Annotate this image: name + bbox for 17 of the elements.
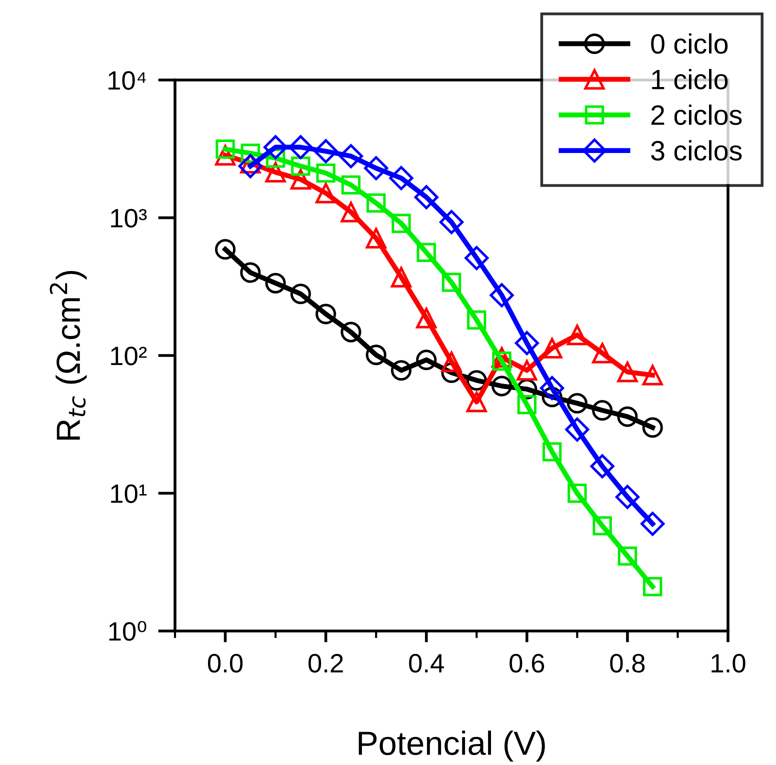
x-axis-title: Potencial (V) (358, 730, 545, 762)
x-tick-label: 0.4 (409, 654, 444, 673)
x-tick-label: 0.6 (510, 654, 544, 673)
y-tick-label: 10² (111, 346, 147, 366)
y-tick-label: 10³ (111, 208, 147, 228)
x-tick-label: 0.0 (208, 654, 243, 673)
legend-label: 2 ciclos (651, 104, 742, 125)
legend-label: 0 ciclo (651, 33, 728, 54)
legend-label: 1 ciclo (652, 68, 728, 90)
x-tick-label: 1.0 (712, 654, 746, 673)
y-tick-label: 10¹ (111, 484, 147, 504)
x-tick-label: 0.2 (308, 654, 343, 673)
x-tick-label: 0.8 (610, 654, 645, 673)
legend-label: 3 ciclos (651, 140, 742, 161)
y-axis-title: R$_{tc}$ (Ω.cm$^{2}$) (50, 270, 87, 440)
y-tick-label: 10⁰ (109, 620, 146, 641)
y-tick-label: 10⁴ (108, 71, 146, 90)
